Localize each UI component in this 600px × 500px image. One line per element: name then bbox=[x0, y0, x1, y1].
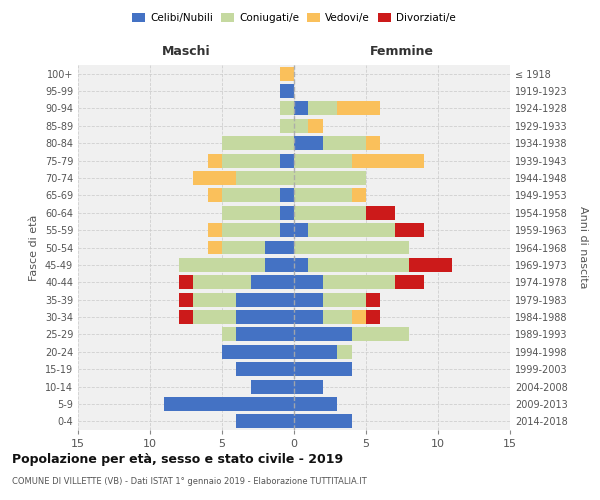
Text: Femmine: Femmine bbox=[370, 45, 434, 58]
Bar bbox=[294, 102, 308, 116]
Bar bbox=[164, 397, 294, 411]
Bar bbox=[294, 154, 352, 168]
Bar bbox=[208, 188, 222, 202]
Bar bbox=[323, 136, 366, 150]
Bar bbox=[222, 136, 294, 150]
Bar bbox=[208, 154, 222, 168]
Bar bbox=[352, 188, 366, 202]
Bar bbox=[366, 136, 380, 150]
Bar bbox=[280, 102, 294, 116]
Bar bbox=[222, 345, 294, 358]
Bar bbox=[337, 345, 352, 358]
Bar bbox=[352, 310, 366, 324]
Text: COMUNE DI VILLETTE (VB) - Dati ISTAT 1° gennaio 2019 - Elaborazione TUTTITALIA.I: COMUNE DI VILLETTE (VB) - Dati ISTAT 1° … bbox=[12, 478, 367, 486]
Bar bbox=[294, 345, 337, 358]
Bar bbox=[179, 310, 193, 324]
Bar bbox=[323, 292, 366, 306]
Bar bbox=[366, 206, 395, 220]
Bar bbox=[280, 188, 294, 202]
Text: Popolazione per età, sesso e stato civile - 2019: Popolazione per età, sesso e stato civil… bbox=[12, 452, 343, 466]
Bar bbox=[222, 206, 280, 220]
Bar bbox=[352, 154, 424, 168]
Bar bbox=[208, 240, 222, 254]
Bar bbox=[352, 328, 409, 342]
Bar bbox=[337, 102, 380, 116]
Bar bbox=[222, 328, 236, 342]
Bar bbox=[280, 66, 294, 80]
Bar bbox=[308, 119, 323, 133]
Text: Maschi: Maschi bbox=[161, 45, 211, 58]
Bar bbox=[179, 258, 265, 272]
Bar bbox=[236, 292, 294, 306]
Bar bbox=[294, 223, 308, 237]
Y-axis label: Anni di nascita: Anni di nascita bbox=[578, 206, 589, 289]
Bar bbox=[294, 171, 366, 185]
Bar bbox=[294, 380, 323, 394]
Bar bbox=[294, 397, 337, 411]
Bar bbox=[280, 119, 294, 133]
Bar bbox=[222, 188, 280, 202]
Bar bbox=[193, 171, 236, 185]
Bar bbox=[251, 380, 294, 394]
Bar bbox=[280, 154, 294, 168]
Bar bbox=[294, 188, 352, 202]
Bar bbox=[193, 292, 236, 306]
Y-axis label: Fasce di età: Fasce di età bbox=[29, 214, 39, 280]
Bar bbox=[323, 276, 395, 289]
Bar bbox=[308, 223, 395, 237]
Bar bbox=[294, 310, 323, 324]
Bar bbox=[208, 223, 222, 237]
Bar bbox=[236, 310, 294, 324]
Bar bbox=[294, 119, 308, 133]
Bar bbox=[294, 276, 323, 289]
Bar bbox=[294, 206, 366, 220]
Bar bbox=[294, 414, 352, 428]
Bar bbox=[323, 310, 352, 324]
Bar bbox=[236, 414, 294, 428]
Bar bbox=[193, 310, 236, 324]
Bar bbox=[366, 310, 380, 324]
Bar bbox=[395, 276, 424, 289]
Bar bbox=[236, 328, 294, 342]
Bar bbox=[280, 206, 294, 220]
Bar bbox=[294, 258, 308, 272]
Bar bbox=[294, 136, 323, 150]
Bar bbox=[179, 292, 193, 306]
Bar bbox=[222, 240, 265, 254]
Bar bbox=[251, 276, 294, 289]
Legend: Celibi/Nubili, Coniugati/e, Vedovi/e, Divorziati/e: Celibi/Nubili, Coniugati/e, Vedovi/e, Di… bbox=[128, 8, 460, 27]
Bar bbox=[265, 258, 294, 272]
Bar bbox=[222, 223, 280, 237]
Bar bbox=[193, 276, 251, 289]
Bar bbox=[236, 362, 294, 376]
Bar bbox=[294, 240, 409, 254]
Bar bbox=[294, 292, 323, 306]
Bar bbox=[265, 240, 294, 254]
Bar bbox=[280, 84, 294, 98]
Bar bbox=[294, 328, 352, 342]
Bar bbox=[179, 276, 193, 289]
Bar bbox=[395, 223, 424, 237]
Bar bbox=[294, 362, 352, 376]
Bar bbox=[280, 223, 294, 237]
Bar bbox=[222, 154, 280, 168]
Bar bbox=[308, 102, 337, 116]
Bar bbox=[308, 258, 409, 272]
Bar bbox=[236, 171, 294, 185]
Bar bbox=[366, 292, 380, 306]
Bar bbox=[409, 258, 452, 272]
